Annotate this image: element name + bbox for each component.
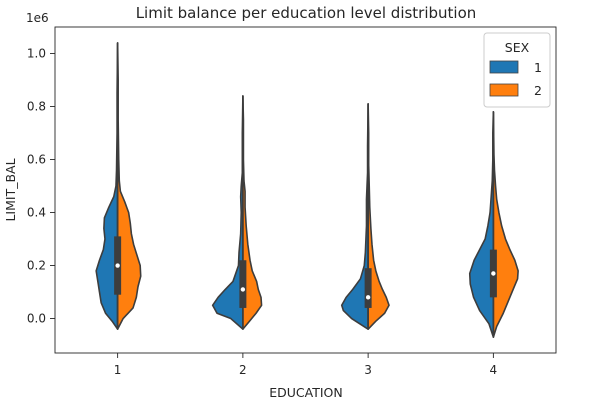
x-axis-ticks: 1 2 3 4 <box>114 353 497 377</box>
x-tick-label: 4 <box>490 363 498 377</box>
iqr-box <box>239 260 247 308</box>
y-tick-label: 0.2 <box>27 259 46 273</box>
chart-title: Limit balance per education level distri… <box>136 4 477 22</box>
y-axis-label: LIMIT_BAL <box>3 158 18 221</box>
legend-title: SEX <box>505 40 530 55</box>
legend: SEX 1 2 <box>483 32 551 108</box>
box-layer <box>114 42 497 338</box>
legend-label-sex-1: 1 <box>534 60 542 75</box>
x-tick-label: 2 <box>239 363 247 377</box>
violin-half-sex-2-edu-4 <box>492 111 519 338</box>
violin-half-sex-1-edu-2 <box>211 95 244 330</box>
y-tick-label: 0.6 <box>27 153 46 167</box>
x-tick-label: 3 <box>364 363 372 377</box>
median-dot <box>491 271 496 276</box>
y-tick-label: 0.8 <box>27 100 46 114</box>
y-tick-label: 1.0 <box>27 47 46 61</box>
violin-half-sex-1-edu-3 <box>340 103 369 330</box>
y-axis-ticks: 0.0 0.2 0.4 0.6 0.8 1.0 <box>27 47 55 326</box>
y-offset-label: 1e6 <box>26 11 49 25</box>
x-axis-label: EDUCATION <box>269 385 343 400</box>
x-tick-label: 1 <box>114 363 122 377</box>
legend-swatch-sex-1 <box>489 60 519 74</box>
y-tick-label: 0.4 <box>27 206 46 220</box>
legend-label-sex-2: 2 <box>534 83 542 98</box>
plot-frame <box>54 26 557 354</box>
median-dot <box>365 295 371 300</box>
median-dot <box>115 263 120 268</box>
median-dot <box>240 287 246 292</box>
y-tick-label: 0.0 <box>27 312 46 326</box>
violin-half-sex-1-edu-4 <box>468 111 495 338</box>
violins-layer <box>95 42 519 338</box>
iqr-box <box>364 268 372 308</box>
legend-swatch-sex-2 <box>489 83 519 97</box>
